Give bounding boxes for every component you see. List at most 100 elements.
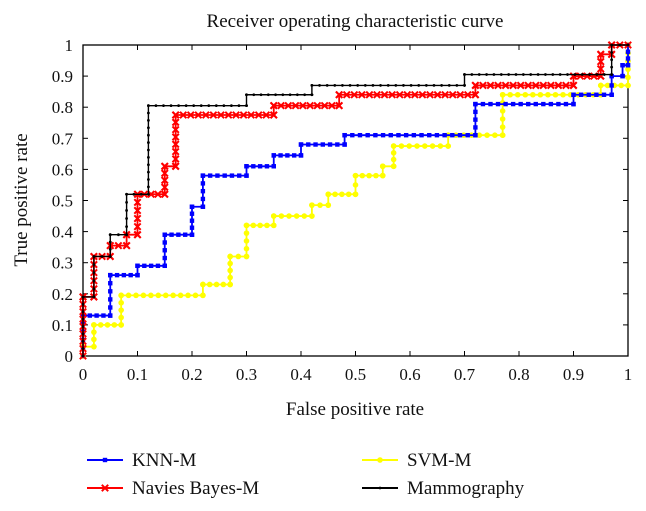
data-point: [147, 170, 150, 174]
data-point: [169, 232, 174, 237]
data-point: [325, 191, 332, 198]
x-tick-label: 0.5: [345, 365, 366, 384]
data-point: [499, 108, 506, 114]
data-point: [310, 84, 314, 87]
data-point: [108, 233, 112, 237]
data-point: [610, 50, 614, 54]
data-point: [81, 302, 85, 306]
data-point: [414, 143, 420, 149]
data-point: [171, 125, 180, 134]
data-point: [121, 272, 127, 278]
data-point: [285, 153, 290, 158]
data-point: [237, 173, 242, 178]
data-point: [479, 81, 487, 90]
data-point: [518, 101, 523, 107]
data-point: [418, 90, 427, 99]
data-point: [277, 101, 285, 110]
data-point: [200, 196, 206, 202]
legend: KNN-M Navies Bayes-M SVM-M Mammography: [87, 450, 525, 499]
data-point: [284, 101, 293, 110]
data-point: [213, 281, 220, 288]
data-point: [118, 299, 124, 306]
data-point: [563, 101, 569, 107]
data-point: [604, 82, 611, 89]
data-point: [341, 84, 344, 87]
data-point: [395, 90, 404, 99]
data-point: [514, 73, 518, 76]
data-point: [108, 313, 113, 318]
data-point: [529, 73, 533, 76]
data-point: [114, 272, 120, 278]
data-point: [133, 292, 139, 299]
data-point: [81, 354, 85, 358]
data-point: [386, 84, 390, 87]
data-point: [309, 213, 315, 219]
series-line: [82, 45, 629, 356]
data-point: [207, 104, 211, 108]
data-point: [484, 132, 490, 138]
data-point: [551, 73, 555, 76]
legend-item-mammography: Mammography: [362, 478, 525, 499]
data-point: [548, 101, 554, 107]
data-point: [140, 292, 147, 299]
data-point: [194, 111, 203, 119]
data-point: [486, 81, 495, 90]
data-point: [380, 90, 389, 99]
data-point: [147, 178, 150, 181]
data-point: [185, 292, 191, 299]
data-point: [494, 81, 502, 90]
data-point: [530, 91, 536, 98]
y-tick-label: 0.3: [52, 254, 73, 273]
data-point: [610, 43, 614, 47]
data-point: [522, 91, 529, 98]
data-point: [595, 73, 599, 76]
data-point: [270, 222, 277, 229]
data-point: [235, 253, 242, 260]
data-point: [200, 188, 206, 194]
data-point: [419, 132, 424, 138]
x-tick-label: 0.4: [290, 365, 312, 384]
data-point: [215, 173, 220, 178]
y-tick-label: 0.2: [52, 285, 73, 304]
data-point: [609, 73, 614, 79]
data-point: [499, 124, 506, 130]
data-point: [488, 101, 493, 107]
data-point: [298, 142, 304, 147]
data-point: [441, 90, 450, 99]
data-point: [335, 90, 344, 99]
data-point: [403, 90, 412, 99]
data-point: [125, 209, 128, 212]
data-point: [133, 206, 142, 215]
data-point: [171, 155, 180, 163]
data-point: [243, 238, 250, 244]
data-point: [102, 457, 108, 463]
data-point: [269, 101, 278, 110]
data-point: [342, 132, 347, 138]
data-point: [243, 222, 250, 229]
data-point: [160, 169, 169, 178]
data-point: [91, 329, 97, 335]
data-point: [179, 111, 188, 119]
data-point: [306, 101, 314, 110]
data-point: [424, 84, 428, 87]
data-point: [154, 190, 162, 199]
y-tick-label: 0.7: [52, 129, 74, 148]
data-point: [440, 84, 444, 87]
data-point: [625, 56, 631, 61]
data-point: [301, 213, 308, 219]
data-point: [227, 260, 233, 267]
data-point: [509, 81, 518, 90]
data-point: [94, 313, 99, 318]
data-point: [552, 91, 559, 98]
data-point: [402, 84, 405, 87]
data-point: [536, 73, 540, 76]
data-point: [182, 232, 188, 237]
data-point: [227, 253, 233, 260]
data-point: [259, 93, 263, 97]
data-point: [333, 84, 337, 87]
data-point: [390, 163, 397, 170]
data-point: [81, 347, 85, 351]
data-point: [379, 163, 386, 170]
data-point: [117, 233, 120, 237]
data-point: [373, 90, 381, 99]
